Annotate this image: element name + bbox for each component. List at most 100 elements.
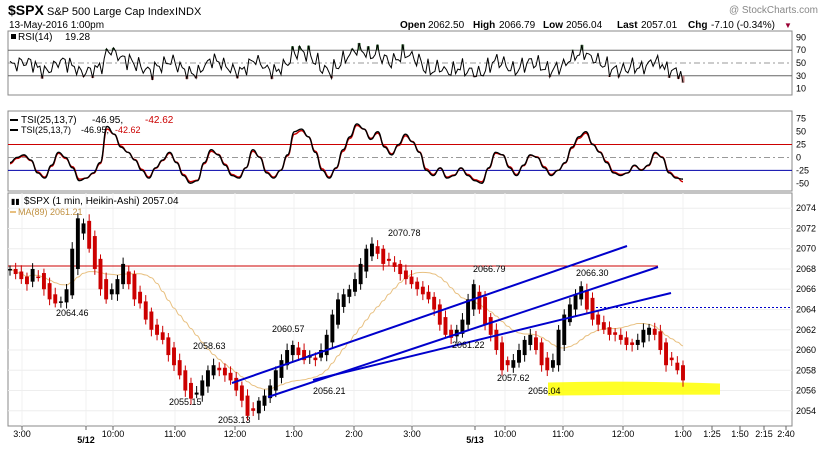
candle-body-69 [398,263,403,275]
price-ytick-2056: 2056 [796,386,816,396]
rsi-ytick-70: 70 [796,45,806,55]
rsi-oversold-fill [40,75,685,83]
candle-body-90 [517,350,521,363]
candle-body-27 [160,332,165,340]
candle-body-89 [511,360,516,368]
candle-body-87 [500,342,504,371]
x-tick-label-10: 11:00 [552,429,574,439]
x-tick-label-9: 10:00 [494,429,517,439]
x-tick-label-11: 12:00 [612,429,635,439]
candle-body-66 [381,248,386,264]
candle-body-64 [369,243,374,257]
price-annotation-0: 2064.46 [56,308,89,318]
candle-body-105 [601,322,606,330]
price-annotation-11: 2066.30 [576,268,609,278]
candle-body-78 [449,329,454,338]
candle-body-104 [596,314,601,325]
price-legend-icon: ▮▮ [11,197,20,206]
chart-header: $SPX S&P 500 Large Cap Index INDX 13-May… [8,2,818,31]
index-name: S&P 500 Large Cap Index [47,6,175,18]
rsi-legend-indicator: RSI(14) [18,32,52,43]
price-annotation-6: 2070.78 [388,228,421,238]
tsi-ytick-50: 50 [796,127,806,137]
x-tick-label-14: 1:50 [731,429,749,439]
rsi-line [9,42,684,83]
candle-body-63 [364,248,369,272]
candle-body-33 [194,392,199,395]
candle-body-83 [477,291,482,310]
candle-body-102 [584,290,589,310]
candle-body-12 [75,218,80,269]
candle-body-36 [211,365,216,376]
candle-body-10 [64,289,69,303]
rsi-legend: RSI(14) 19.28 [11,32,90,43]
tsi-panel-frame [7,110,793,192]
candle-body-111 [635,339,640,345]
candle-body-98 [562,314,567,345]
candle-body-113 [647,327,652,335]
candle-body-41 [239,385,244,401]
exchange-label: INDX [175,6,202,18]
tsi-legend: TSI(25,13,7) -46.95, -42.62 TSI(25,13,7)… [10,115,174,135]
candle-body-93 [533,337,538,351]
price-annotation-2: 2055.15 [169,397,202,407]
ohlc-summary: Open 2062.50 High 2066.79 Low 2056.04 La… [400,20,792,31]
candle-body-49 [285,350,290,366]
open-label: Open [400,20,426,31]
candle-body-46 [268,385,273,399]
candle-body-2 [19,271,24,280]
candle-body-55 [319,350,324,358]
candle-body-51 [296,347,301,356]
tsi-legend-indicator-2: TSI(25,13,7) [21,125,71,135]
rsi-ytick-90: 90 [796,32,806,42]
candle-body-26 [155,324,160,335]
price-annotation-3: 2053.13 [218,415,251,425]
candle-body-16 [98,258,103,290]
candle-body-110 [630,342,635,345]
candle-body-48 [279,360,284,378]
candle-body-73 [420,286,425,295]
candle-body-62 [358,263,363,285]
x-tick-label-1: 5/12 [77,435,95,445]
candle-body-117 [669,357,674,361]
tsi-ytick-25: 25 [796,140,806,150]
candle-body-68 [392,262,397,267]
x-axis: 3:00 5/12 10:00 11:00 12:00 1:00 2:00 3:00 5/13 1… [13,426,795,445]
candle-body-6 [41,273,46,290]
candle-body-38 [222,367,227,376]
down-arrow-icon: ▼ [784,21,792,30]
candle-body-74 [426,291,431,300]
candle-body-31 [183,370,188,391]
candle-body-71 [409,276,414,285]
candle-body-17 [104,279,109,300]
price-annotation-4: 2060.57 [272,324,305,334]
candle-body-97 [556,329,561,366]
candle-body-116 [664,342,668,366]
chart-date: 13-May-2016 1:00pm [9,20,104,31]
candle-body-67 [386,258,391,261]
rsi-ytick-10: 10 [796,84,806,94]
tsi-legend-value-2b: -42.62 [115,125,141,135]
candle-body-91 [522,339,527,356]
tsi-ytick--50: -50 [796,178,809,188]
candle-body-94 [539,342,544,366]
high-label: High [473,20,495,31]
low-label: Low [543,20,563,31]
candle-body-50 [290,344,295,356]
candle-body-30 [177,360,182,376]
rsi-ytick-50: 50 [796,58,806,68]
trend-channel-line-2 [312,292,672,381]
candle-body-37 [217,367,222,371]
candle-body-14 [87,220,92,249]
candle-body-109 [624,337,629,345]
price-ytick-2058: 2058 [796,365,816,375]
candle-body-8 [53,294,58,304]
price-ytick-2068: 2068 [796,264,816,274]
chg-value: -7.10 (-0.34%) [711,20,775,31]
candle-body-29 [172,347,176,366]
tsi-ytick-75: 75 [796,114,806,124]
candle-body-80 [460,319,465,334]
x-tick-label-8: 5/13 [466,435,484,445]
candle-body-85 [488,317,493,335]
candle-body-43 [251,408,256,411]
